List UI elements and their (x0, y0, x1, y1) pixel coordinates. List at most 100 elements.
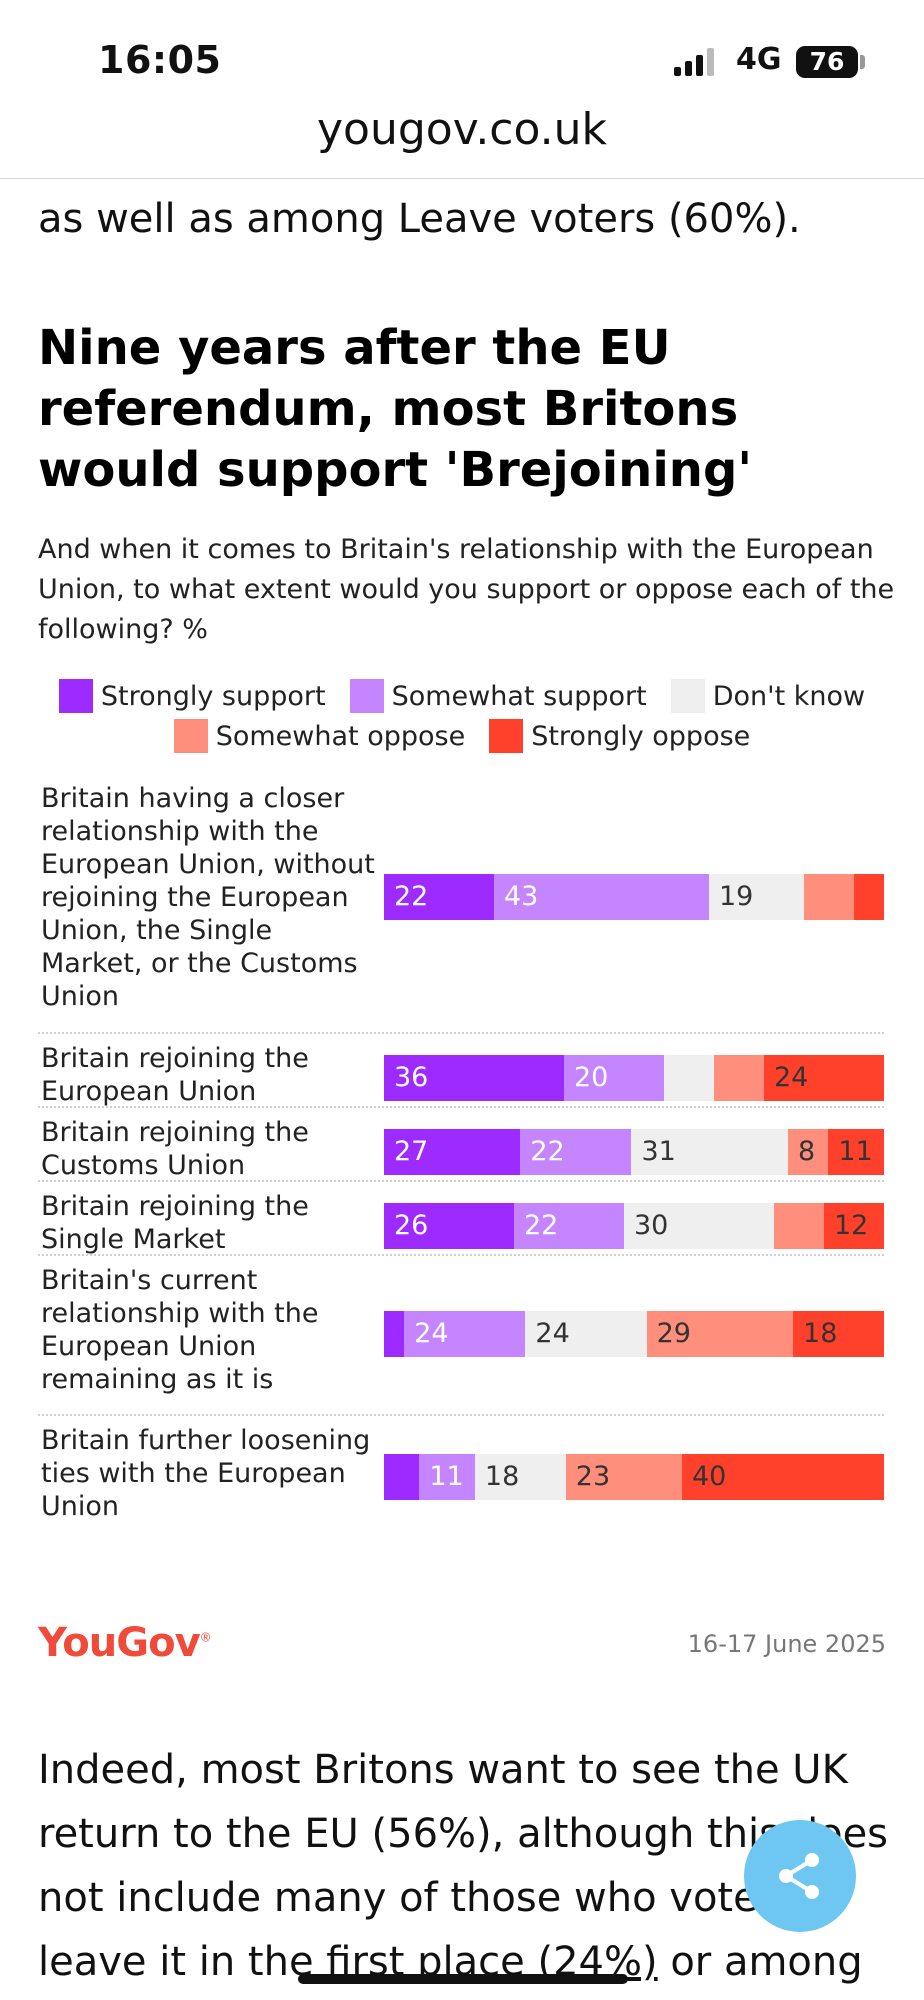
data-label: 11 (429, 1461, 464, 1492)
data-label: 27 (394, 1136, 429, 1167)
bar-segment (774, 1203, 824, 1249)
bar-segment (384, 1454, 420, 1500)
data-label: 30 (634, 1210, 669, 1241)
data-label: 24 (535, 1318, 570, 1349)
data-label: 18 (803, 1318, 838, 1349)
bar-segment: 29 (646, 1311, 794, 1357)
stacked-bar: 27 22 31 8 11 (384, 1129, 884, 1175)
bar-segment (804, 874, 854, 920)
data-label: 22 (530, 1136, 565, 1167)
legend-swatch (349, 679, 384, 713)
data-label: 43 (504, 881, 539, 912)
bar-segment (854, 874, 884, 920)
stacked-bar: 11 18 23 40 (384, 1454, 884, 1500)
paragraph-text-end: or among (657, 1939, 863, 1985)
stacked-bar: 36 20 24 (384, 1055, 884, 1101)
row-label: Britain rejoining the Single Market (41, 1191, 309, 1255)
stacked-bar: 26 22 30 12 (384, 1203, 884, 1249)
legend-item-strongly-support: Strongly support (58, 679, 326, 713)
cellular-signal-icon (674, 48, 718, 76)
chart-question: And when it comes to Britain's relations… (38, 534, 895, 645)
bar-segment: 20 (564, 1055, 664, 1101)
bar-segment: 24 (525, 1311, 647, 1357)
legend-label: Don't know (712, 680, 866, 712)
bar-segment: 11 (419, 1454, 475, 1500)
bar-segment: 27 (384, 1129, 521, 1175)
bar-segment: 19 (709, 874, 804, 920)
status-bar: 16:05 4G 76 (0, 0, 924, 110)
chart-row: Britain further loosening ties with the … (38, 1416, 884, 1524)
paragraph-text: Indeed, most Britons want to see the UK … (38, 1747, 889, 1985)
bar-segment: 12 (824, 1203, 884, 1249)
bar-segment: 30 (624, 1203, 774, 1249)
data-label: 22 (524, 1210, 559, 1241)
row-label: Britain's current relationship with the … (41, 1265, 319, 1395)
share-button[interactable] (744, 1820, 856, 1932)
data-label: 29 (656, 1318, 691, 1349)
data-label: 8 (798, 1136, 816, 1167)
chart-row: Britain rejoining the European Union 36 20… (38, 1034, 884, 1108)
bar-segment (714, 1055, 764, 1101)
bar-segment: 23 (565, 1454, 682, 1500)
legend-swatch (173, 719, 208, 753)
stacked-bar: 24 24 29 18 (384, 1311, 884, 1357)
data-label: 11 (838, 1136, 873, 1167)
row-label: Britain further loosening ties with the … (41, 1425, 371, 1522)
bar-segment: 22 (384, 874, 494, 920)
share-icon (779, 1853, 819, 1899)
legend-swatch (670, 679, 705, 713)
bar-segment: 22 (520, 1129, 632, 1175)
data-label: 36 (394, 1062, 429, 1093)
data-label: 23 (575, 1461, 611, 1492)
data-label: 24 (414, 1318, 449, 1349)
data-label: 31 (641, 1136, 676, 1167)
legend-item-strongly-oppose: Strongly oppose (489, 719, 750, 753)
bar-segment: 24 (764, 1055, 884, 1101)
legend-label: Somewhat support (391, 680, 647, 712)
legend-label: Strongly support (100, 680, 326, 712)
data-label: 22 (394, 881, 429, 912)
battery-cap (860, 55, 865, 69)
chart-headline: Nine years after the EU referendum, most… (38, 320, 753, 498)
data-label: 24 (774, 1062, 809, 1093)
legend-swatch (489, 719, 524, 753)
bar-segment: 26 (384, 1203, 514, 1249)
data-label: 40 (691, 1461, 727, 1492)
battery-level: 76 (809, 47, 845, 76)
legend-row-2: Somewhat oppose Strongly oppose (0, 716, 924, 756)
bar-segment: 24 (404, 1311, 526, 1357)
data-label: 20 (574, 1062, 609, 1093)
bar-segment: 8 (788, 1129, 829, 1175)
url-text[interactable]: yougov.co.uk (317, 104, 607, 155)
bar-segment: 31 (631, 1129, 789, 1175)
bar-segment (664, 1055, 714, 1101)
bar-segment: 11 (828, 1129, 884, 1175)
browser-address-bar[interactable]: yougov.co.uk (0, 104, 924, 179)
legend-item-dont-know: Don't know (670, 679, 866, 713)
bar-segment: 43 (494, 874, 709, 920)
data-label: 19 (719, 881, 754, 912)
battery-icon: 76 (796, 46, 858, 78)
stacked-bar: 22 43 19 (384, 874, 884, 920)
stacked-bar-chart: Britain having a closer relationship wit… (38, 770, 884, 1524)
legend-label: Somewhat oppose (215, 720, 466, 752)
row-label: Britain having a closer relationship wit… (41, 783, 375, 1012)
survey-date: 16-17 June 2025 (687, 1630, 886, 1658)
bar-segment: 22 (514, 1203, 624, 1249)
chart-row: Britain rejoining the Customs Union 27 22 3… (38, 1108, 884, 1182)
bar-segment (384, 1311, 405, 1357)
data-label: 26 (394, 1210, 429, 1241)
legend-label: Strongly oppose (531, 720, 751, 752)
chart-row: Britain rejoining the Single Market 26 22 3… (38, 1182, 884, 1256)
home-indicator (298, 1974, 628, 1984)
brand-name: YouGov (38, 1620, 201, 1666)
row-label: Britain rejoining the European Union (41, 1043, 309, 1107)
bar-segment: 36 (384, 1055, 564, 1101)
network-type: 4G (736, 42, 782, 77)
row-label: Britain rejoining the Customs Union (41, 1117, 309, 1181)
data-label: 18 (484, 1461, 520, 1492)
legend-row-1: Strongly support Somewhat support Don't … (0, 676, 924, 716)
yougov-logo: YouGov® (38, 1620, 212, 1666)
data-label: 12 (834, 1210, 869, 1241)
bar-segment: 18 (474, 1454, 566, 1500)
